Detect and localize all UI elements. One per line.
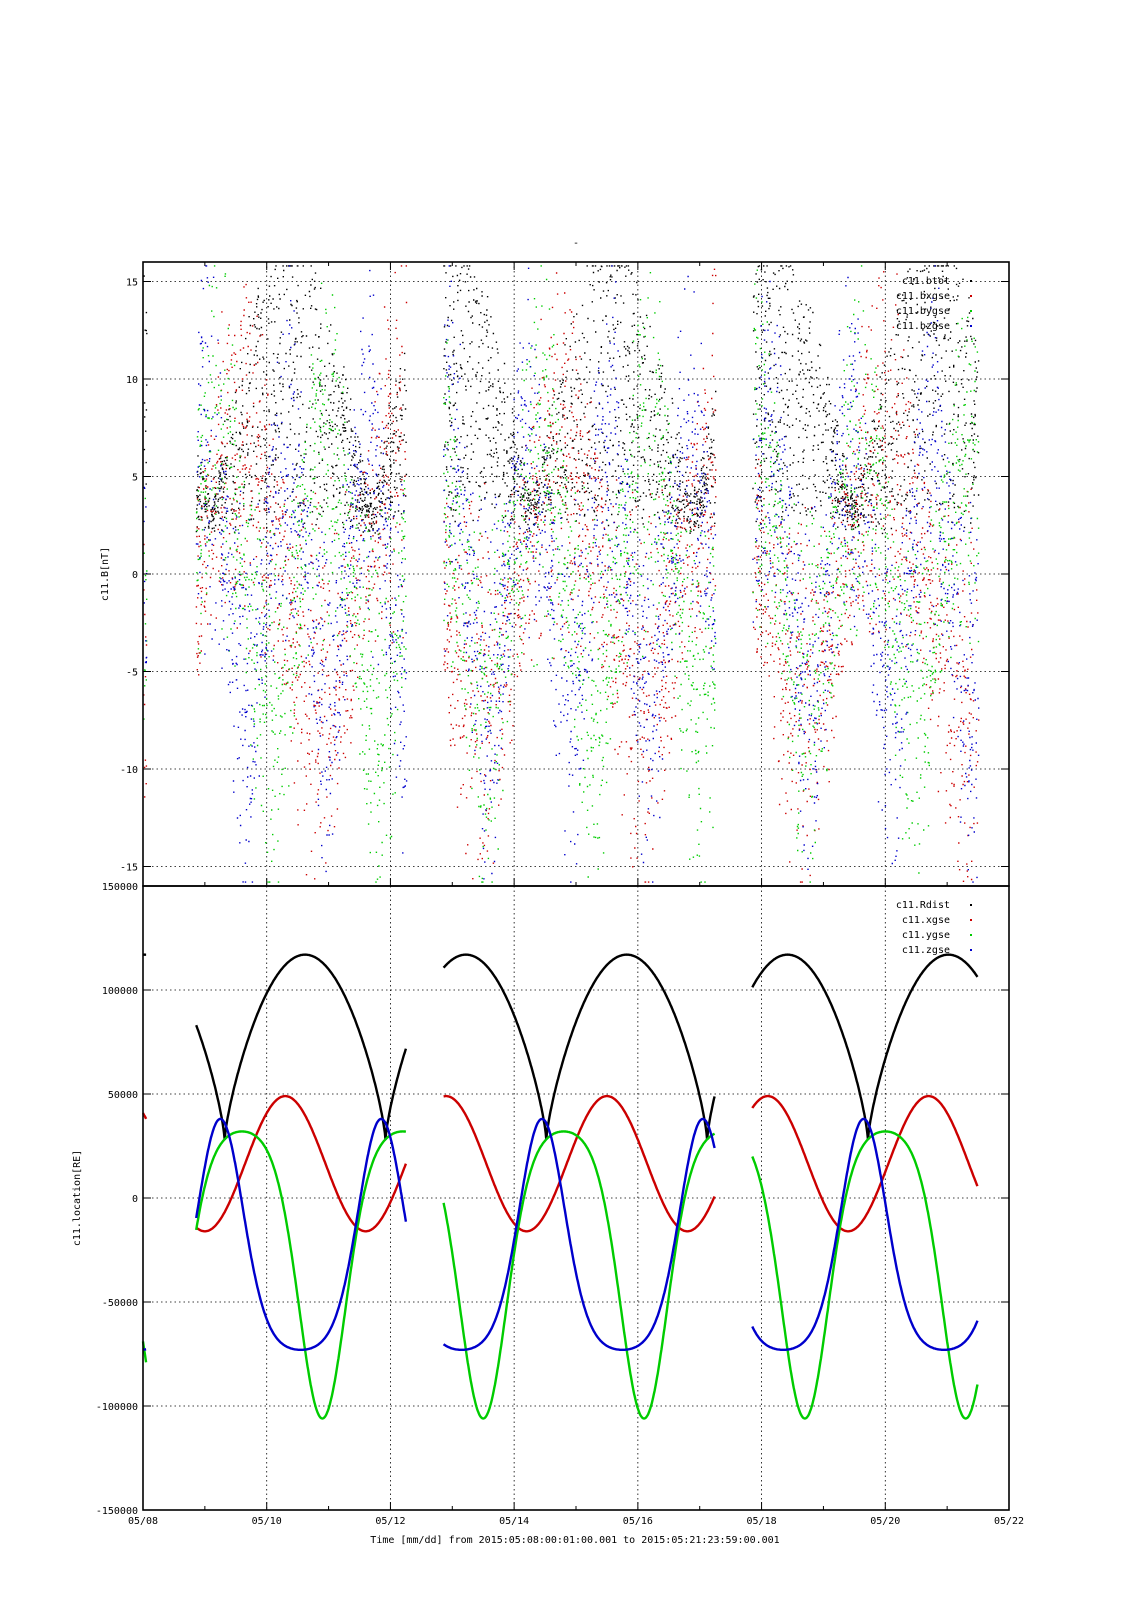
x-tick-label: 05/16 — [623, 1516, 653, 1527]
series-line-c11.zgse — [142, 1117, 979, 1351]
legend-swatch — [970, 325, 972, 327]
x-tick-label: 05/14 — [499, 1516, 529, 1527]
top-y-ticks: -15 -10 -5 0 5 10 15 — [120, 278, 1009, 874]
x-tick-label: 05/08 — [128, 1516, 158, 1527]
legend-label: c11.xgse — [902, 915, 950, 926]
top-y-axis-label: c11.B[nT] — [100, 547, 111, 601]
legend-label: c11.zgse — [902, 945, 950, 956]
x-tick-label: 05/12 — [375, 1516, 405, 1527]
top-y-tick-label: 0 — [132, 570, 138, 581]
legend-label: c11.bzgse — [896, 321, 950, 332]
top-y-tick-label: -15 — [120, 863, 138, 874]
legend-label: c11.Rdist — [896, 900, 950, 911]
legend-label: c11.bxgse — [896, 291, 950, 302]
legend-swatch — [970, 934, 972, 936]
top-legend: c11.btot c11.bxgse c11.bygse c11.bzgse — [896, 276, 972, 332]
bottom-y-tick-label: 100000 — [102, 986, 138, 997]
legend-label: c11.btot — [902, 276, 950, 287]
series-line-c11.ygse — [141, 1130, 979, 1420]
legend-swatch — [970, 310, 972, 312]
scatter-points-c11.btot — [143, 265, 980, 535]
legend-swatch — [970, 280, 972, 282]
magnetic-field-panel: -15 -10 -5 0 5 10 15 c11.B[nT] c11.btot c11.bxg… — [100, 261, 1010, 887]
x-tick-label: 05/20 — [870, 1516, 900, 1527]
x-tick-label: 05/10 — [252, 1516, 282, 1527]
location-panel: -150000 -100000 -50000 0 50000 100000 150000 0… — [72, 262, 1024, 1546]
bottom-y-tick-label: 50000 — [108, 1090, 138, 1101]
bottom-y-axis-label: c11.location[RE] — [72, 1150, 83, 1246]
bottom-y-tick-label: 0 — [132, 1194, 138, 1205]
legend-label: c11.ygse — [902, 930, 950, 941]
x-tick-label: 05/22 — [994, 1516, 1024, 1527]
x-ticks: 05/08 05/10 05/12 05/14 05/16 05/18 05/20 05/22 — [128, 262, 1024, 1527]
bottom-y-ticks: -150000 -100000 -50000 0 50000 100000 150000 — [96, 882, 1009, 1517]
bottom-y-tick-label: 150000 — [102, 882, 138, 893]
top-y-tick-label: -10 — [120, 765, 138, 776]
top-y-tick-label: -5 — [126, 668, 138, 679]
bottom-y-tick-label: -50000 — [102, 1298, 138, 1309]
scatter-points-c11.bzgse — [143, 265, 980, 883]
x-tick-label: 05/18 — [747, 1516, 777, 1527]
legend-swatch — [970, 919, 972, 921]
bottom-y-tick-label: -150000 — [96, 1506, 138, 1517]
series-line-c11.Rdist — [143, 953, 979, 1140]
bottom-gridlines — [143, 886, 1009, 1510]
bottom-y-tick-label: -100000 — [96, 1402, 138, 1413]
scatter-points-c11.bygse — [143, 265, 980, 883]
legend-swatch — [970, 295, 972, 297]
series-line-c11.xgse — [141, 1094, 979, 1233]
location-lines — [141, 953, 979, 1420]
bottom-legend: c11.Rdist c11.xgse c11.ygse c11.zgse — [896, 900, 972, 956]
top-y-tick-label: 10 — [126, 375, 138, 386]
top-y-tick-label: 15 — [126, 278, 138, 289]
b-field-scatter — [143, 265, 980, 883]
legend-swatch — [970, 904, 972, 906]
legend-swatch — [970, 949, 972, 951]
chart-title: - — [573, 238, 579, 249]
x-axis-label: Time [mm/dd] from 2015:05:08:00:01:00.00… — [370, 1535, 779, 1546]
top-gridlines — [143, 262, 1009, 886]
legend-label: c11.bygse — [896, 306, 950, 317]
top-y-tick-label: 5 — [132, 473, 138, 484]
